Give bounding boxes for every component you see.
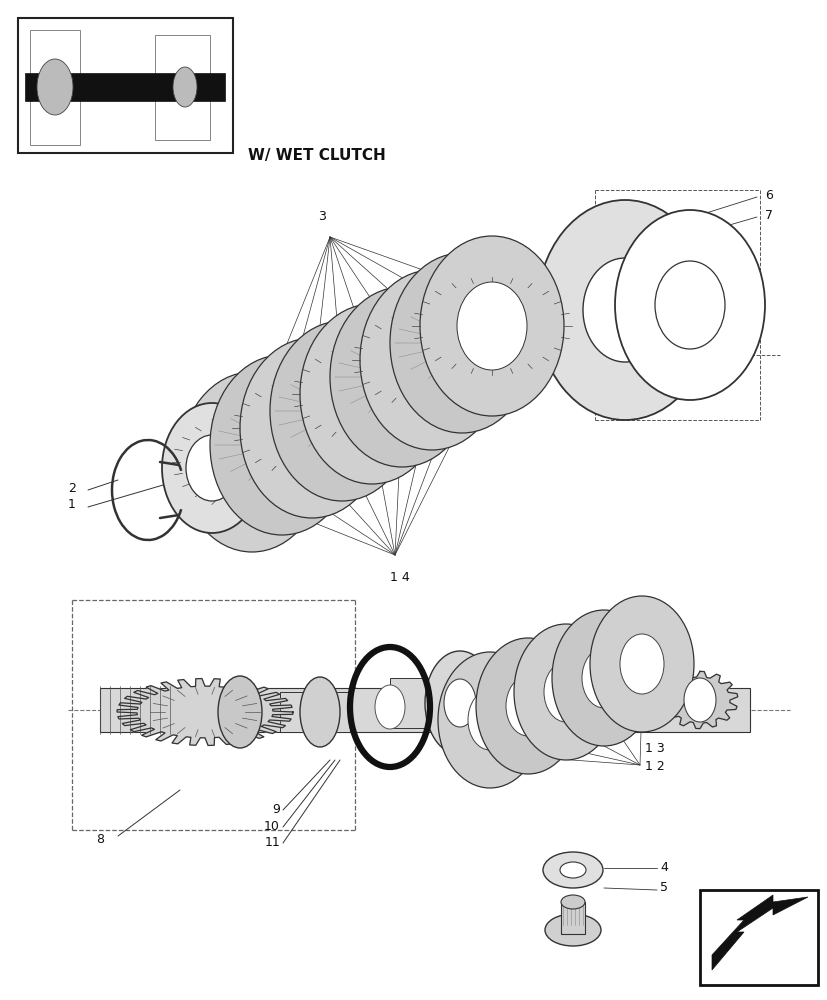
Ellipse shape (590, 596, 693, 732)
Text: 5: 5 (659, 882, 667, 894)
Text: 7: 7 (764, 209, 772, 222)
Ellipse shape (559, 862, 586, 878)
Text: 1 4: 1 4 (390, 571, 409, 584)
Ellipse shape (467, 690, 511, 750)
Text: 1 3: 1 3 (644, 741, 664, 754)
Ellipse shape (544, 914, 600, 946)
Ellipse shape (270, 321, 414, 501)
Text: W/ WET CLUTCH: W/ WET CLUTCH (248, 148, 385, 163)
Text: 6: 6 (764, 189, 772, 202)
Ellipse shape (614, 210, 764, 400)
Ellipse shape (581, 648, 625, 708)
Ellipse shape (246, 401, 317, 489)
Ellipse shape (307, 367, 376, 455)
Ellipse shape (375, 685, 404, 729)
Ellipse shape (299, 677, 340, 747)
Ellipse shape (683, 678, 715, 722)
Bar (18, 18, 232, 153)
Text: 4: 4 (659, 861, 667, 874)
Ellipse shape (543, 662, 587, 722)
Ellipse shape (476, 638, 579, 774)
Bar (390, 678, 470, 728)
Bar (561, 902, 585, 934)
Ellipse shape (654, 261, 724, 349)
Bar (25, 73, 225, 101)
Ellipse shape (437, 652, 542, 788)
Ellipse shape (514, 624, 617, 760)
Polygon shape (711, 895, 807, 970)
Text: 1: 1 (68, 498, 76, 512)
Ellipse shape (162, 403, 261, 533)
Text: 10: 10 (264, 820, 280, 833)
Ellipse shape (457, 282, 526, 370)
Ellipse shape (186, 435, 237, 501)
Ellipse shape (619, 634, 663, 694)
Ellipse shape (173, 67, 197, 107)
Text: 9: 9 (272, 803, 280, 816)
Ellipse shape (543, 852, 602, 888)
Ellipse shape (443, 679, 476, 727)
Text: 11: 11 (264, 836, 280, 849)
Bar (280, 692, 350, 732)
Bar (100, 688, 749, 732)
Ellipse shape (552, 610, 655, 746)
Text: 8: 8 (96, 833, 104, 846)
Ellipse shape (360, 270, 504, 450)
Ellipse shape (337, 350, 407, 438)
Ellipse shape (537, 200, 712, 420)
Ellipse shape (217, 418, 287, 506)
Ellipse shape (210, 355, 354, 535)
Ellipse shape (390, 253, 533, 433)
Polygon shape (117, 679, 293, 745)
Ellipse shape (424, 651, 495, 755)
Text: 3: 3 (318, 210, 326, 223)
Ellipse shape (505, 676, 549, 736)
Ellipse shape (427, 299, 496, 387)
Ellipse shape (240, 338, 384, 518)
Ellipse shape (419, 236, 563, 416)
Ellipse shape (277, 384, 347, 472)
Ellipse shape (582, 258, 667, 362)
Ellipse shape (330, 287, 473, 467)
Text: 1 2: 1 2 (644, 760, 664, 772)
Bar (155, 35, 210, 140)
Ellipse shape (179, 372, 323, 552)
Bar (30, 30, 80, 145)
Ellipse shape (299, 304, 443, 484)
Text: 2: 2 (68, 482, 76, 494)
Ellipse shape (366, 333, 437, 421)
Ellipse shape (37, 59, 73, 115)
Bar (699, 890, 817, 985)
Ellipse shape (396, 316, 466, 404)
Ellipse shape (218, 676, 261, 748)
Ellipse shape (561, 895, 585, 909)
Polygon shape (662, 671, 737, 729)
